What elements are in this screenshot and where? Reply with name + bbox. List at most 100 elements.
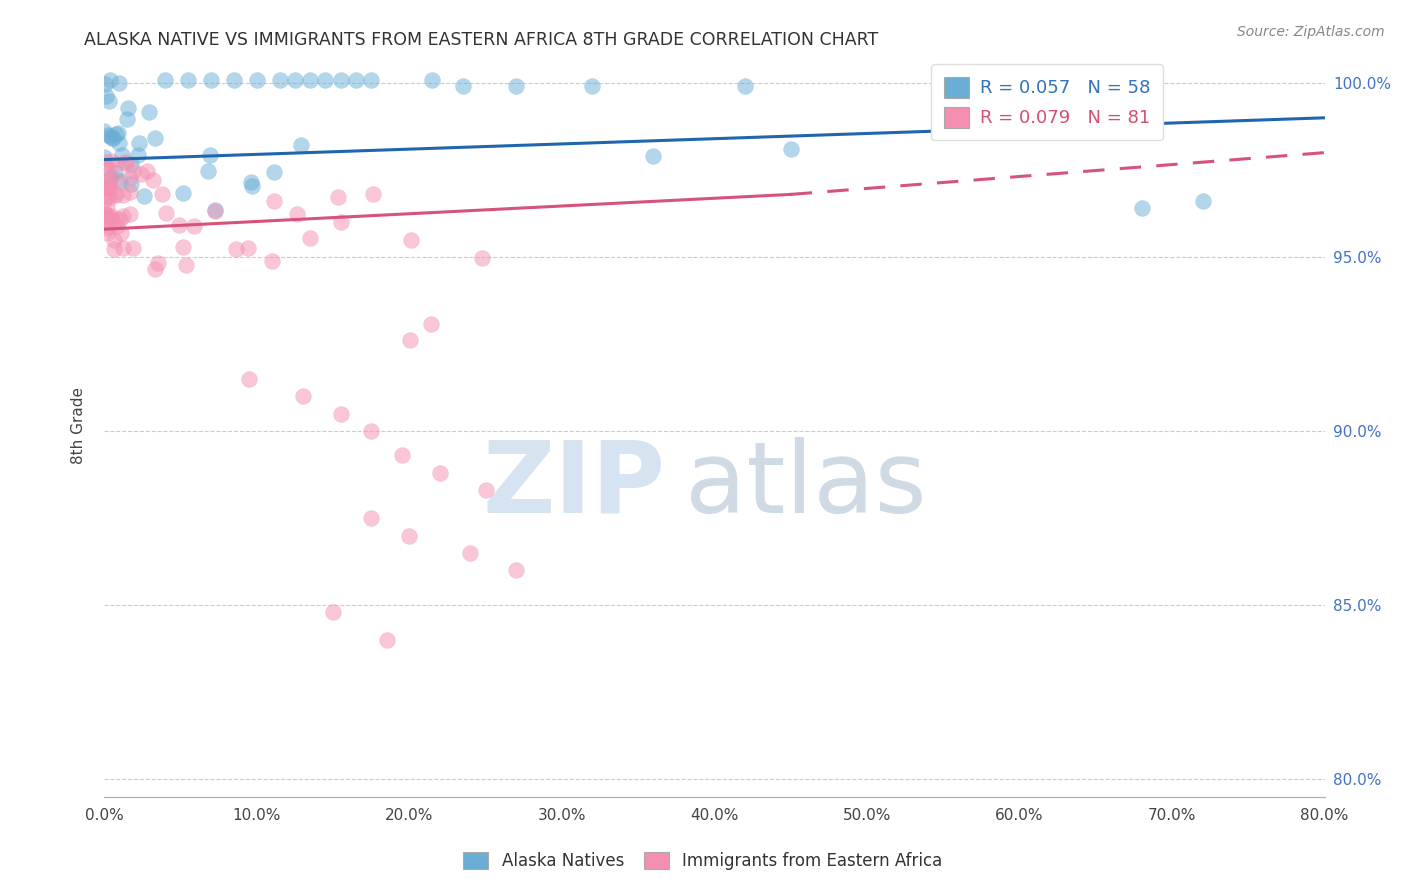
Point [155, 206, 177, 220]
Point [94, 160, 117, 174]
Point [104, 157, 127, 171]
Point [129, 167, 152, 181]
Point [94, 209, 117, 223]
Point [120, 206, 142, 220]
Text: ALASKA NATIVE VS IMMIGRANTS FROM EASTERN AFRICA 8TH GRADE CORRELATION CHART: ALASKA NATIVE VS IMMIGRANTS FROM EASTERN… [84, 31, 879, 49]
Point [111, 148, 134, 162]
Point [103, 242, 125, 256]
Point [399, 233, 422, 247]
Point [375, 633, 398, 648]
Point [120, 185, 142, 199]
Point [97, 181, 120, 195]
Point [115, 112, 138, 126]
Point [135, 164, 157, 178]
Point [96, 128, 118, 143]
Point [262, 253, 284, 268]
Point [420, 72, 443, 87]
Point [176, 258, 198, 272]
Point [1130, 202, 1153, 216]
Text: Source: ZipAtlas.com: Source: ZipAtlas.com [1237, 25, 1385, 39]
Point [120, 178, 142, 192]
Point [104, 187, 127, 202]
Point [96, 189, 118, 203]
Point [240, 175, 263, 189]
Point [97, 219, 120, 233]
Point [107, 127, 129, 141]
Point [115, 155, 138, 169]
Point [204, 203, 226, 218]
Point [143, 130, 166, 145]
Point [100, 209, 122, 223]
Point [103, 233, 125, 247]
Point [120, 156, 142, 170]
Point [197, 163, 219, 178]
Point [329, 407, 352, 421]
Point [134, 189, 156, 203]
Point [108, 212, 131, 227]
Point [96, 207, 118, 221]
Point [97, 162, 120, 177]
Point [111, 188, 134, 202]
Point [108, 174, 131, 188]
Point [111, 241, 134, 255]
Point [328, 190, 350, 204]
Point [101, 130, 124, 145]
Point [238, 372, 260, 386]
Point [114, 155, 136, 169]
Point [322, 605, 344, 619]
Point [391, 449, 413, 463]
Point [97, 173, 120, 187]
Point [360, 511, 382, 525]
Point [104, 172, 127, 186]
Point [110, 226, 132, 240]
Point [105, 187, 128, 202]
Point [96, 155, 118, 169]
Point [643, 149, 665, 163]
Point [167, 218, 190, 232]
Point [101, 212, 124, 227]
Point [284, 72, 307, 87]
Point [200, 72, 222, 87]
Point [238, 241, 260, 255]
Point [100, 169, 122, 184]
Point [94, 89, 117, 103]
Point [183, 219, 205, 233]
Point [97, 173, 120, 187]
Point [98, 128, 121, 143]
Point [779, 142, 801, 156]
Point [96, 213, 118, 227]
Point [120, 171, 142, 186]
Point [290, 138, 312, 153]
Point [100, 131, 122, 145]
Point [460, 546, 482, 560]
Point [143, 262, 166, 277]
Point [104, 127, 127, 141]
Point [105, 219, 128, 233]
Point [94, 77, 117, 91]
Point [329, 215, 352, 229]
Point [93, 207, 115, 221]
Point [127, 148, 149, 162]
Point [269, 72, 291, 87]
Point [172, 186, 194, 201]
Y-axis label: 8th Grade: 8th Grade [72, 387, 86, 465]
Point [198, 148, 221, 162]
Point [734, 79, 756, 94]
Point [97, 191, 120, 205]
Point [471, 251, 494, 265]
Point [104, 165, 127, 179]
Point [93, 124, 115, 138]
Point [420, 318, 443, 332]
Point [263, 194, 285, 208]
Point [111, 209, 134, 223]
Point [246, 72, 269, 87]
Legend: Alaska Natives, Immigrants from Eastern Africa: Alaska Natives, Immigrants from Eastern … [457, 845, 949, 877]
Point [344, 72, 367, 87]
Point [314, 72, 336, 87]
Point [96, 200, 118, 214]
Point [299, 72, 322, 87]
Point [122, 164, 145, 178]
Point [117, 101, 139, 115]
Point [108, 136, 131, 150]
Point [398, 528, 420, 542]
